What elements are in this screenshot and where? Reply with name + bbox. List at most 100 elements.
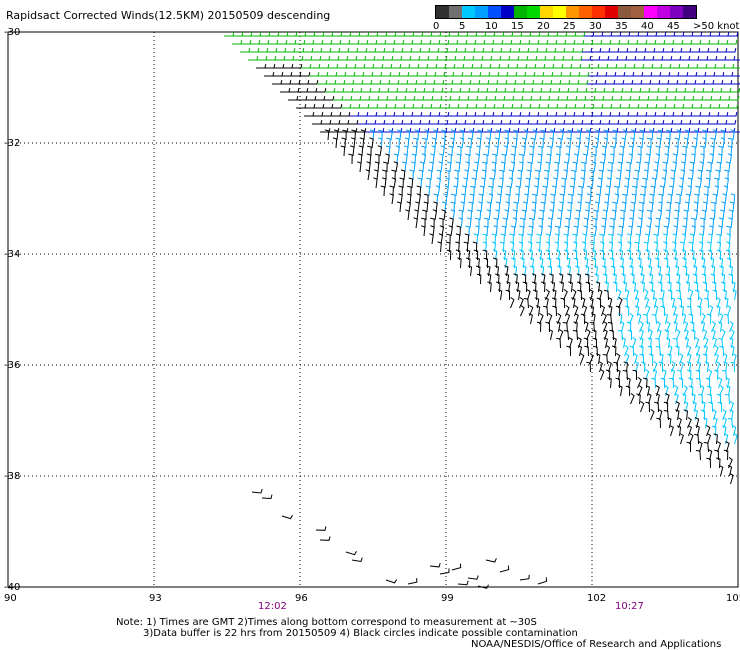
wind-barb bbox=[689, 321, 695, 333]
wind-barb bbox=[589, 289, 594, 301]
wind-barb bbox=[615, 177, 621, 189]
wind-barb bbox=[386, 137, 391, 149]
wind-barb bbox=[476, 273, 482, 285]
wind-barb bbox=[706, 457, 711, 469]
wind-barb bbox=[615, 305, 621, 317]
wind-barb bbox=[511, 257, 516, 269]
wind-barb bbox=[654, 225, 660, 237]
wind-barb bbox=[590, 233, 595, 245]
wind-barb bbox=[467, 217, 472, 229]
wind-barb bbox=[618, 385, 623, 397]
wind-barb bbox=[522, 281, 528, 293]
wind-barb bbox=[697, 177, 702, 189]
wind-barb bbox=[683, 320, 689, 333]
wind-barb bbox=[576, 129, 582, 141]
wind-barb bbox=[373, 177, 378, 189]
wind-barb bbox=[647, 337, 652, 349]
wind-barb bbox=[421, 145, 426, 157]
wind-barb bbox=[527, 241, 533, 253]
wind-barb bbox=[561, 177, 566, 189]
wind-barb bbox=[654, 257, 660, 269]
wind-barb bbox=[632, 369, 637, 380]
wind-barb bbox=[412, 145, 418, 157]
wind-barb bbox=[450, 137, 455, 149]
wind-barb bbox=[701, 209, 706, 221]
legend-swatch bbox=[618, 6, 631, 18]
wind-barb bbox=[677, 369, 682, 381]
wind-barb bbox=[608, 249, 614, 261]
wind-barb bbox=[714, 185, 719, 197]
wind-barb bbox=[510, 161, 516, 173]
wind-barb bbox=[717, 225, 723, 237]
wind-barb bbox=[629, 209, 635, 221]
wind-barb bbox=[494, 265, 500, 277]
wind-barb bbox=[580, 297, 586, 309]
wind-barb bbox=[545, 233, 550, 245]
wind-barb bbox=[404, 137, 410, 149]
wind-barb bbox=[468, 201, 473, 213]
wind-barb bbox=[709, 257, 715, 269]
wind-barb bbox=[543, 305, 548, 317]
wind-barb bbox=[670, 369, 676, 381]
wind-barb bbox=[698, 441, 703, 453]
wind-barb bbox=[710, 137, 715, 149]
wind-barb bbox=[513, 201, 518, 213]
wind-barb bbox=[731, 425, 737, 437]
wind-barb bbox=[723, 433, 729, 445]
wind-barb bbox=[677, 417, 682, 429]
wind-barb bbox=[703, 345, 708, 357]
wind-barb bbox=[669, 425, 674, 437]
wind-barb bbox=[715, 360, 721, 373]
wind-barb bbox=[521, 273, 527, 285]
wind-barb bbox=[648, 129, 654, 141]
wind-barb bbox=[680, 169, 686, 181]
wind-barb bbox=[494, 145, 499, 157]
wind-barb bbox=[603, 329, 608, 341]
wind-barb bbox=[687, 353, 692, 365]
wind-barb bbox=[527, 233, 532, 245]
wind-barb bbox=[582, 249, 588, 261]
wind-barb bbox=[324, 129, 330, 141]
wind-barb bbox=[702, 129, 707, 141]
wind-barb bbox=[582, 153, 588, 165]
legend-swatch bbox=[501, 6, 514, 18]
wind-barb bbox=[598, 289, 603, 301]
legend-swatch bbox=[579, 6, 592, 18]
wind-barb bbox=[701, 401, 706, 413]
wind-barb bbox=[564, 225, 570, 237]
wind-barb bbox=[613, 361, 618, 373]
wind-barb bbox=[663, 257, 669, 269]
wind-barb bbox=[586, 328, 591, 341]
wind-barb bbox=[673, 313, 678, 325]
wind-barb bbox=[655, 385, 660, 397]
wind-barb bbox=[727, 418, 733, 429]
wind-barb bbox=[628, 265, 634, 277]
legend-label: 30 bbox=[589, 21, 602, 32]
wind-barb bbox=[542, 185, 547, 197]
wind-barb bbox=[644, 169, 649, 181]
wind-barb bbox=[726, 257, 732, 269]
wind-barb bbox=[621, 337, 626, 349]
wind-barb bbox=[563, 161, 569, 173]
wind-barb bbox=[663, 313, 668, 325]
wind-barb bbox=[618, 153, 624, 165]
wind-barb bbox=[503, 145, 508, 157]
wind-barb bbox=[647, 257, 652, 269]
wind-barb bbox=[491, 233, 497, 245]
wind-barb bbox=[466, 145, 471, 157]
wind-barb bbox=[695, 353, 701, 365]
wind-barb bbox=[495, 209, 500, 221]
credit-line: NOAA/NESDIS/Office of Research and Appli… bbox=[471, 639, 722, 650]
wind-barb bbox=[649, 193, 654, 205]
wind-barb bbox=[623, 297, 628, 309]
wind-barb bbox=[560, 297, 565, 309]
wind-barb bbox=[512, 217, 518, 229]
wind-barb bbox=[637, 376, 642, 389]
wind-barb bbox=[699, 385, 705, 397]
wind-barb bbox=[509, 241, 515, 253]
wind-barb bbox=[583, 257, 589, 269]
wind-barb bbox=[622, 370, 628, 381]
wind-barb bbox=[672, 161, 677, 173]
wind-barb bbox=[513, 129, 518, 141]
note-line-2: 3)Data buffer is 22 hrs from 20150509 4)… bbox=[143, 628, 578, 639]
